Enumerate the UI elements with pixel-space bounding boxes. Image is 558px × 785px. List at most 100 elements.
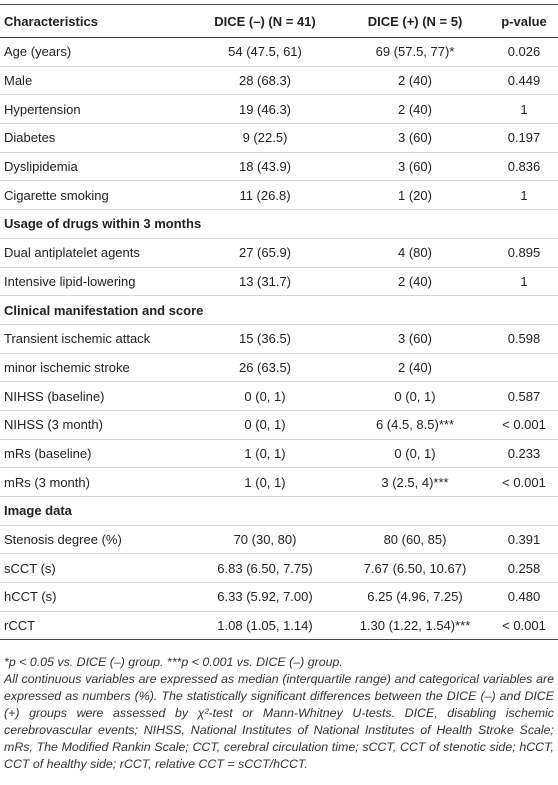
header-cell: DICE (+) (N = 5) bbox=[340, 4, 490, 38]
data-row: NIHSS (baseline) 0 (0, 1) 0 (0, 1) 0.587 bbox=[0, 381, 558, 411]
data-table: Characteristics DICE (–) (N = 41) DICE (+)… bbox=[0, 4, 558, 641]
data-row: sCCT (s) 6.83 (6.50, 7.75) 7.67 (6.50, 10.… bbox=[0, 553, 558, 584]
table-cell: 18 (43.9) bbox=[190, 152, 340, 182]
table-cell: 1.30 (1.22, 1.54)*** bbox=[340, 611, 490, 641]
data-row: Male 28 (68.3) 2 (40) 0.449 bbox=[0, 66, 558, 96]
table-cell: 0 (0, 1) bbox=[190, 381, 340, 411]
table-page: Characteristics DICE (–) (N = 41) DICE (+)… bbox=[0, 4, 558, 773]
data-row: Hypertension 19 (46.3) 2 (40) 1 bbox=[0, 94, 558, 125]
table-cell: 0.895 bbox=[490, 238, 558, 268]
table-cell: 0.598 bbox=[490, 324, 558, 354]
table-cell: 13 (31.7) bbox=[190, 267, 340, 297]
table-cell: < 0.001 bbox=[490, 611, 558, 641]
table-cell: < 0.001 bbox=[490, 410, 558, 440]
table-cell: 1 bbox=[490, 94, 558, 125]
table-cell: Transient ischemic attack bbox=[0, 324, 190, 354]
table-cell bbox=[490, 353, 558, 383]
table-cell: 0.197 bbox=[490, 123, 558, 153]
footnotes: *p < 0.05 vs. DICE (–) group. ***p < 0.0… bbox=[0, 640, 558, 773]
data-row: minor ischemic stroke 26 (63.5) 2 (40) bbox=[0, 353, 558, 383]
table-cell: 4 (80) bbox=[340, 238, 490, 268]
table-cell: 1 bbox=[490, 180, 558, 211]
table-cell: Diabetes bbox=[0, 123, 190, 153]
table-cell: 0.449 bbox=[490, 66, 558, 96]
table-cell: NIHSS (baseline) bbox=[0, 381, 190, 411]
table-cell: 69 (57.5, 77)* bbox=[340, 37, 490, 67]
table-cell: 1.08 (1.05, 1.14) bbox=[190, 611, 340, 641]
table-cell: 9 (22.5) bbox=[190, 123, 340, 153]
table-cell: 70 (30, 80) bbox=[190, 525, 340, 555]
table-cell: 26 (63.5) bbox=[190, 353, 340, 383]
header-cell: DICE (–) (N = 41) bbox=[190, 4, 340, 38]
data-row: hCCT (s) 6.33 (5.92, 7.00) 6.25 (4.96, 7.2… bbox=[0, 582, 558, 612]
table-cell: 3 (60) bbox=[340, 324, 490, 354]
table-cell: Dual antiplatelet agents bbox=[0, 238, 190, 268]
table-cell: rCCT bbox=[0, 611, 190, 641]
data-row: mRs (baseline) 1 (0, 1) 0 (0, 1) 0.233 bbox=[0, 439, 558, 469]
data-row: Stenosis degree (%) 70 (30, 80) 80 (60, 85… bbox=[0, 525, 558, 555]
table-cell: 2 (40) bbox=[340, 267, 490, 297]
table-cell: 0.836 bbox=[490, 152, 558, 182]
table-cell: 0.026 bbox=[490, 37, 558, 67]
table-cell: 80 (60, 85) bbox=[340, 525, 490, 555]
section-label: Usage of drugs within 3 months bbox=[0, 209, 558, 239]
data-row: Diabetes 9 (22.5) 3 (60) 0.197 bbox=[0, 123, 558, 153]
data-row: Dual antiplatelet agents 27 (65.9) 4 (80) 0… bbox=[0, 238, 558, 268]
table-cell: 28 (68.3) bbox=[190, 66, 340, 96]
data-row: rCCT 1.08 (1.05, 1.14) 1.30 (1.22, 1.54)**… bbox=[0, 611, 558, 641]
table-cell: 0 (0, 1) bbox=[190, 410, 340, 440]
table-cell: 0 (0, 1) bbox=[340, 381, 490, 411]
table-cell: Age (years) bbox=[0, 37, 190, 67]
table-cell: 27 (65.9) bbox=[190, 238, 340, 268]
table-cell: 0.258 bbox=[490, 553, 558, 584]
section-row: Clinical manifestation and score bbox=[0, 295, 558, 325]
table-cell: Cigarette smoking bbox=[0, 180, 190, 211]
data-row: mRs (3 month) 1 (0, 1) 3 (2.5, 4)*** < 0.00… bbox=[0, 467, 558, 497]
table-cell: Stenosis degree (%) bbox=[0, 525, 190, 555]
table-cell: 54 (47.5, 61) bbox=[190, 37, 340, 67]
table-cell: 3 (60) bbox=[340, 152, 490, 182]
data-row: NIHSS (3 month) 0 (0, 1) 6 (4.5, 8.5)*** < … bbox=[0, 410, 558, 440]
section-label: Clinical manifestation and score bbox=[0, 295, 558, 325]
table-cell: < 0.001 bbox=[490, 467, 558, 497]
table-cell: 15 (36.5) bbox=[190, 324, 340, 354]
data-row: Age (years) 54 (47.5, 61) 69 (57.5, 77)* 0.… bbox=[0, 37, 558, 67]
table-cell: mRs (3 month) bbox=[0, 467, 190, 497]
table-cell: minor ischemic stroke bbox=[0, 353, 190, 383]
table-cell: 1 (20) bbox=[340, 180, 490, 211]
footnote: All continuous variables are expressed a… bbox=[4, 672, 554, 772]
data-row: Dyslipidemia 18 (43.9) 3 (60) 0.836 bbox=[0, 152, 558, 182]
footnote: *p < 0.05 vs. DICE (–) group. ***p < 0.0… bbox=[4, 655, 343, 670]
section-row: Image data bbox=[0, 496, 558, 526]
table-cell: 1 bbox=[490, 267, 558, 297]
table-cell: 2 (40) bbox=[340, 94, 490, 125]
table-cell: 6.25 (4.96, 7.25) bbox=[340, 582, 490, 612]
table-cell: Hypertension bbox=[0, 94, 190, 125]
section-label: Image data bbox=[0, 496, 558, 526]
table-cell: 0.233 bbox=[490, 439, 558, 469]
table-cell: 0 (0, 1) bbox=[340, 439, 490, 469]
table-cell: Male bbox=[0, 66, 190, 96]
header-cell: Characteristics bbox=[0, 4, 190, 38]
section-row: Usage of drugs within 3 months bbox=[0, 209, 558, 239]
table-cell: 2 (40) bbox=[340, 353, 490, 383]
table-cell: 0.391 bbox=[490, 525, 558, 555]
table-cell: Dyslipidemia bbox=[0, 152, 190, 182]
table-cell: 6.33 (5.92, 7.00) bbox=[190, 582, 340, 612]
table-cell: 2 (40) bbox=[340, 66, 490, 96]
table-cell: 1 (0, 1) bbox=[190, 439, 340, 469]
header-row: Characteristics DICE (–) (N = 41) DICE (+)… bbox=[0, 4, 558, 38]
table-cell: 3 (60) bbox=[340, 123, 490, 153]
data-row: Transient ischemic attack 15 (36.5) 3 (60)… bbox=[0, 324, 558, 354]
data-row: Intensive lipid-lowering 13 (31.7) 2 (40) 1 bbox=[0, 267, 558, 297]
table-cell: 6 (4.5, 8.5)*** bbox=[340, 410, 490, 440]
table-cell: 11 (26.8) bbox=[190, 180, 340, 211]
table-cell: 0.587 bbox=[490, 381, 558, 411]
table-cell: 19 (46.3) bbox=[190, 94, 340, 125]
data-row: Cigarette smoking 11 (26.8) 1 (20) 1 bbox=[0, 180, 558, 211]
table-cell: Intensive lipid-lowering bbox=[0, 267, 190, 297]
table-cell: 1 (0, 1) bbox=[190, 467, 340, 497]
table-cell: mRs (baseline) bbox=[0, 439, 190, 469]
header-cell: p-value bbox=[490, 4, 558, 38]
table-cell: 3 (2.5, 4)*** bbox=[340, 467, 490, 497]
